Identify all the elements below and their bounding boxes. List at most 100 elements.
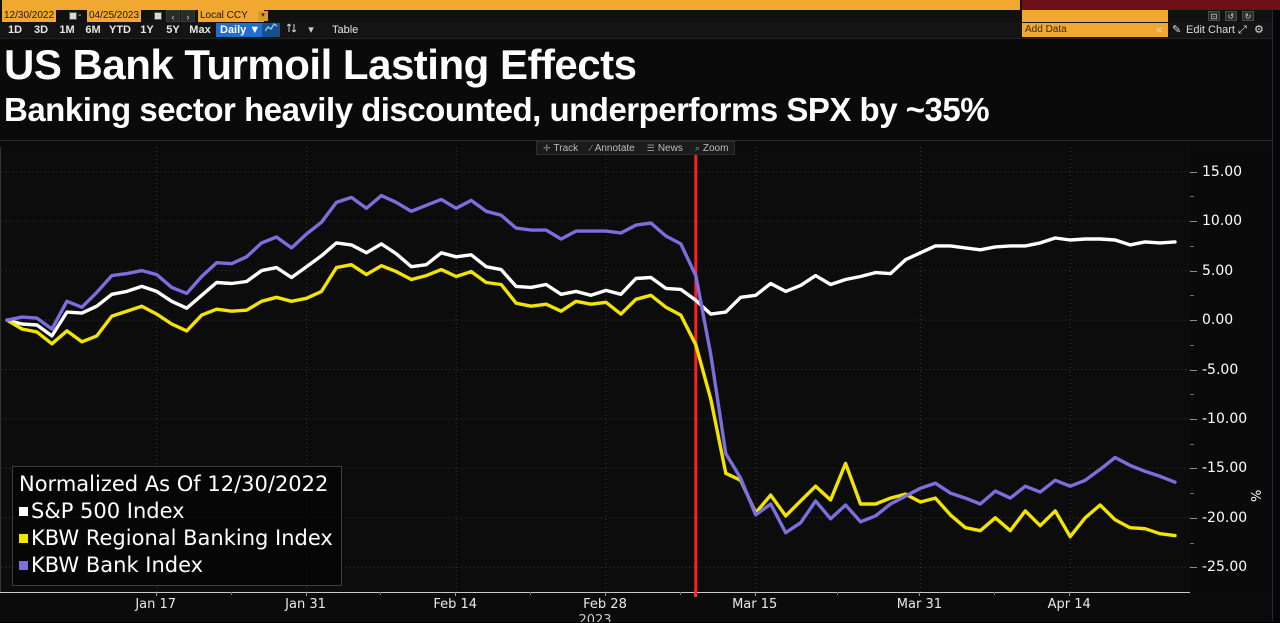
y-tick-mark — [1190, 517, 1197, 519]
chart-tools-bar: ✛ Track ∕ Annotate ☰ News ⌕ Zoom — [536, 141, 736, 155]
collapse-button[interactable]: « — [1156, 24, 1163, 36]
x-tick-label: Jan 31 — [285, 597, 326, 612]
x-axis[interactable]: 2023 Jan 17 Jan 31 Feb 14 Feb 28 Mar 15 Mar 3… — [0, 591, 1190, 623]
undo-icon[interactable]: ↺ — [1225, 11, 1237, 21]
y-tick-mark — [1190, 270, 1197, 272]
y-tick-mark — [1190, 221, 1197, 223]
period-button-3d[interactable]: 3D — [33, 24, 49, 36]
line-chart-icon[interactable] — [262, 23, 280, 37]
x-tick-mark — [305, 592, 307, 596]
period-button-ytd[interactable]: YTD — [109, 24, 131, 36]
y-minor-tick — [1190, 196, 1194, 198]
y-minor-tick — [1190, 295, 1194, 297]
chart-area: ✛ Track ∕ Annotate ☰ News ⌕ Zoom Normalized … — [0, 140, 1280, 622]
x-tick-label: Apr 14 — [1047, 597, 1091, 612]
headline-block: US Bank Turmoil Lasting Effects Banking … — [4, 40, 1280, 130]
y-tick-label: -20.00 — [1202, 509, 1248, 526]
ticker-red-field — [1022, 0, 1280, 10]
chart-legend: Normalized As Of 12/30/2022 S&P 500 Inde… — [12, 466, 342, 586]
date-from-field[interactable]: 12/30/2022 — [2, 10, 57, 22]
legend-item-bkx[interactable]: KBW Bank Index — [19, 552, 333, 579]
track-tool[interactable]: ✛ Track — [543, 142, 579, 154]
adjacent-panel-sliver — [1272, 10, 1280, 621]
period-button-1d[interactable]: 1D — [7, 24, 23, 36]
crosshair-icon: ✛ — [543, 142, 551, 153]
window-restore-icon[interactable]: ⊡ — [1208, 11, 1220, 21]
edit-chart-button[interactable]: Edit Chart — [1186, 24, 1235, 36]
redo-icon[interactable]: ↻ — [1242, 11, 1254, 21]
pencil-icon[interactable]: ✎ — [1172, 24, 1182, 36]
date-to-field[interactable]: 04/25/2023 — [87, 10, 142, 22]
x-tick-label: Mar 15 — [732, 597, 778, 612]
x-tick-mark — [605, 592, 606, 596]
y-tick-label: 10.00 — [1202, 213, 1243, 230]
y-tick-mark — [1190, 369, 1197, 371]
x-tick-mark — [455, 592, 457, 596]
y-tick-label: -10.00 — [1202, 410, 1248, 427]
x-minor-tick — [837, 592, 839, 595]
period-button-max[interactable]: Max — [189, 24, 211, 36]
y-tick-label: -15.00 — [1202, 460, 1248, 477]
x-minor-tick — [679, 592, 681, 595]
x-tick-label: Jan 17 — [135, 597, 177, 612]
zoom-tool[interactable]: ⌕ Zoom — [694, 142, 729, 154]
expand-icon[interactable]: ⤢ — [1238, 24, 1247, 36]
sort-icon[interactable] — [282, 23, 300, 37]
interval-dropdown[interactable]: Daily ▼ — [216, 23, 265, 37]
x-minor-tick — [380, 592, 382, 595]
x-minor-tick — [230, 592, 232, 595]
magnifier-icon: ⌕ — [694, 142, 700, 153]
chevron-down-icon[interactable]: ▾ — [258, 11, 268, 21]
x-tick-mark — [754, 592, 756, 596]
legend-title: Normalized As Of 12/30/2022 — [19, 472, 329, 496]
calendar-from-icon[interactable] — [69, 12, 77, 20]
ticker-amber-field — [2, 0, 1020, 10]
y-tick-mark — [1190, 468, 1197, 470]
period-button-6m[interactable]: 6M — [85, 24, 101, 36]
price-series-plot — [1, 147, 1191, 592]
legend-label-krx: KBW Regional Banking Index — [31, 526, 333, 550]
x-tick-label: Feb 28 — [583, 597, 627, 612]
legend-label-bkx: KBW Bank Index — [31, 553, 204, 577]
y-minor-tick — [1190, 542, 1194, 544]
y-minor-tick — [1190, 493, 1194, 495]
event-marker — [693, 591, 697, 597]
legend-item-krx[interactable]: KBW Regional Banking Index — [19, 525, 333, 552]
y-axis-unit: % — [1250, 489, 1265, 502]
y-tick-label: 15.00 — [1202, 163, 1243, 180]
news-tool[interactable]: ☰ News — [646, 142, 683, 154]
more-options-icon[interactable]: ▾ — [308, 24, 314, 36]
legend-swatch-spx — [19, 507, 28, 516]
y-tick-mark — [1190, 567, 1197, 569]
page-title: US Bank Turmoil Lasting Effects — [4, 41, 637, 88]
x-minor-tick — [530, 592, 532, 595]
currency-field[interactable]: Local CCY — [198, 10, 264, 22]
period-button-5y[interactable]: 5Y — [166, 24, 180, 36]
nav-next-button[interactable]: › — [181, 10, 195, 22]
legend-item-spx[interactable]: S&P 500 Index — [19, 498, 333, 525]
y-tick-label: -5.00 — [1202, 361, 1239, 378]
date-range-toolbar: 12/30/2022 - 04/25/2023 ‹ › Local CCY ▾ … — [0, 10, 1280, 22]
x-axis-year: 2023 — [578, 613, 612, 622]
y-minor-tick — [1190, 443, 1194, 445]
page-subtitle: Banking sector heavily discounted, under… — [4, 91, 990, 128]
nav-prev-button[interactable]: ‹ — [166, 10, 180, 22]
table-button[interactable]: Table — [332, 24, 359, 36]
x-tick-label: Feb 14 — [433, 597, 478, 612]
y-axis[interactable]: % 15.00 10.00 5.00 0.00 -5.00 -10.00 -15.00 -20… — [1190, 147, 1280, 592]
x-tick-label: Mar 31 — [896, 597, 942, 612]
y-minor-tick — [1190, 344, 1194, 346]
add-data-input[interactable]: Add Data — [1022, 23, 1168, 37]
period-button-1y[interactable]: 1Y — [140, 24, 154, 36]
y-tick-mark — [1190, 418, 1197, 420]
annotate-icon: ∕ — [590, 142, 592, 153]
calendar-to-icon[interactable] — [154, 12, 162, 20]
legend-swatch-krx — [19, 534, 28, 543]
gear-icon[interactable]: ⚙ — [1254, 24, 1264, 36]
annotate-tool[interactable]: ∕ Annotate — [590, 142, 635, 154]
period-button-1m[interactable]: 1M — [59, 24, 75, 36]
x-tick-mark — [155, 592, 157, 596]
y-tick-mark — [1190, 320, 1197, 322]
y-minor-tick — [1190, 394, 1194, 396]
